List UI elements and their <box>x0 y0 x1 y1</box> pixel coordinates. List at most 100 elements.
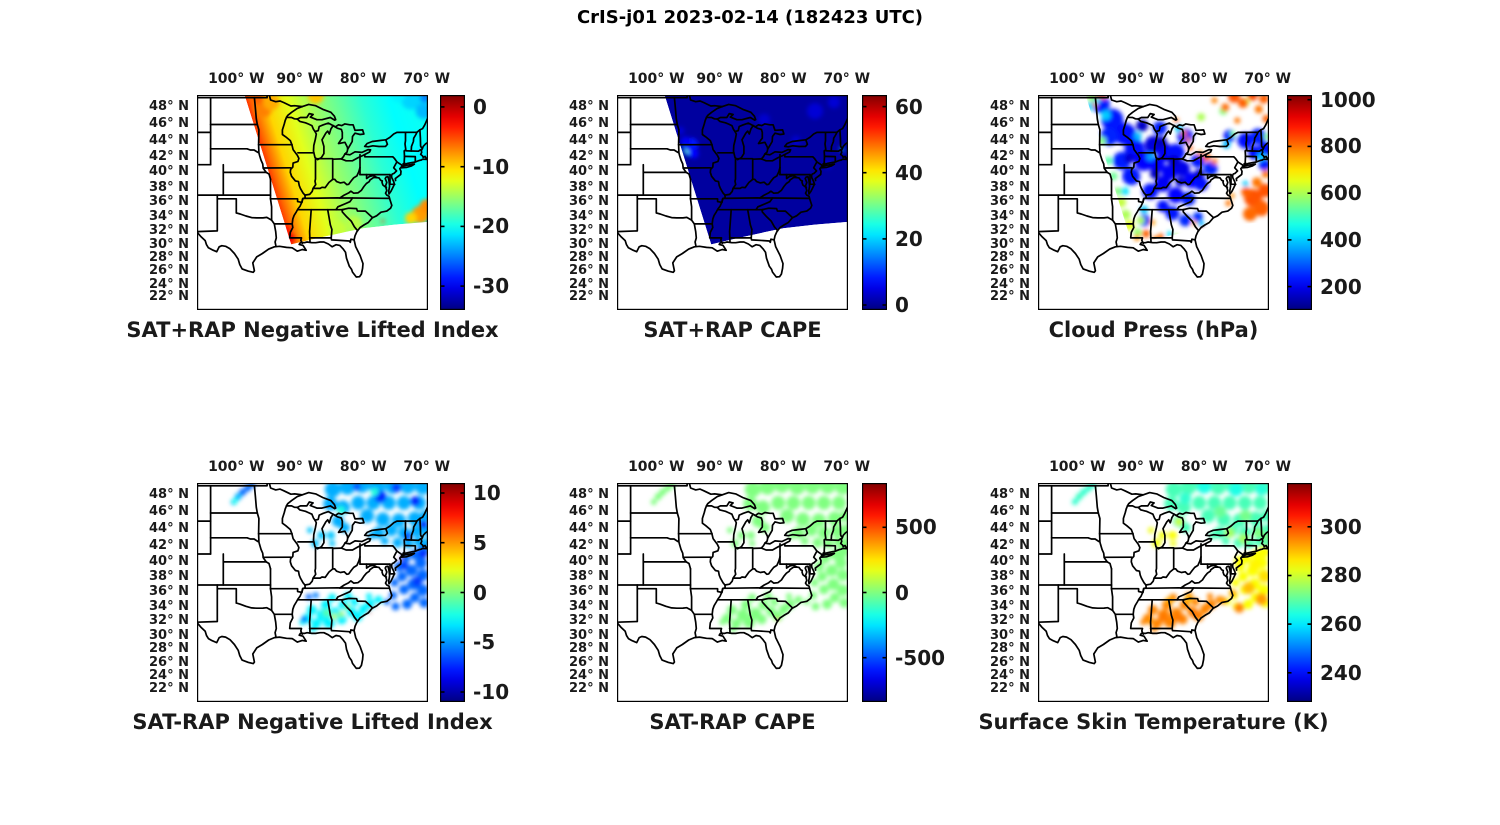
colorbar-tick-label: 0 <box>473 94 487 119</box>
lon-tick-label: 90° W <box>1117 71 1165 87</box>
lat-tick-label: 48° N <box>149 486 189 502</box>
lon-tick-label: 90° W <box>276 459 324 475</box>
map-sat-minus-rap-cape <box>617 483 848 702</box>
lat-tick-label: 32° N <box>990 222 1030 238</box>
lat-tick-label: 34° N <box>990 208 1030 224</box>
lon-tick-label: 100° W <box>1049 71 1106 87</box>
colorbar-tick-label: 0 <box>895 580 909 605</box>
panel-title-sat-minus-rap-cape: SAT-RAP CAPE <box>649 710 816 734</box>
lat-tick-label: 32° N <box>569 222 609 238</box>
lat-tick-label: 38° N <box>149 569 189 585</box>
state-boundaries <box>197 95 428 278</box>
lon-tick-label: 90° W <box>696 459 744 475</box>
colorbar-sat-minus-rap-cape <box>862 483 887 702</box>
figure-title: CrIS-j01 2023-02-14 (182423 UTC) <box>576 7 924 28</box>
lat-tick-label: 26° N <box>569 263 609 279</box>
lon-tick-label: 100° W <box>208 71 265 87</box>
colorbar-tick-label: 200 <box>1320 274 1362 299</box>
lat-tick-label: 22° N <box>569 289 609 305</box>
lon-tick-label: 80° W <box>1180 71 1228 87</box>
colorbar-tick-label: 300 <box>1320 514 1362 539</box>
map-cloud-press <box>1038 95 1269 310</box>
panel-title-sat-minus-rap-nli: SAT-RAP Negative Lifted Index <box>132 710 493 734</box>
lat-tick-label: 24° N <box>149 276 189 292</box>
lon-tick-label: 70° W <box>1244 459 1292 475</box>
lat-tick-label: 42° N <box>149 148 189 164</box>
lat-tick-label: 30° N <box>990 236 1030 252</box>
colorbar-tick-label: -20 <box>473 214 510 239</box>
lat-tick-label: 30° N <box>149 627 189 643</box>
colorbar-tick-label: 10 <box>473 480 501 505</box>
lat-tick-label: 38° N <box>569 179 609 195</box>
colorbar-tick-label: 20 <box>895 226 923 251</box>
lat-tick-label: 24° N <box>569 276 609 292</box>
lat-tick-label: 36° N <box>569 194 609 210</box>
lat-tick-label: 34° N <box>569 208 609 224</box>
lat-tick-label: 44° N <box>569 132 609 148</box>
lon-tick-label: 70° W <box>823 459 871 475</box>
lon-tick-label: 80° W <box>339 71 387 87</box>
colorbar-tick-label: 5 <box>473 530 487 555</box>
lat-tick-label: 22° N <box>149 681 189 697</box>
lat-tick-label: 28° N <box>569 641 609 657</box>
colorbar-tick-label: -30 <box>473 274 510 299</box>
map-sat-minus-rap-nli <box>197 483 428 702</box>
lat-tick-label: 24° N <box>149 668 189 684</box>
lat-tick-label: 46° N <box>569 504 609 520</box>
lat-tick-label: 48° N <box>569 486 609 502</box>
colorbar-cloud-press <box>1287 95 1312 310</box>
lat-tick-label: 32° N <box>990 613 1030 629</box>
panel-title-surface-skin-temperature: Surface Skin Temperature (K) <box>978 710 1329 734</box>
colorbar-tick-label: 240 <box>1320 660 1362 685</box>
colorbar-sat-plus-rap-cape <box>862 95 887 310</box>
state-boundaries <box>197 483 428 670</box>
lon-tick-label: 100° W <box>628 459 685 475</box>
lat-tick-label: 36° N <box>990 194 1030 210</box>
lat-tick-label: 32° N <box>569 613 609 629</box>
lon-tick-label: 100° W <box>1049 459 1106 475</box>
lat-tick-label: 48° N <box>990 486 1030 502</box>
lat-tick-label: 38° N <box>569 569 609 585</box>
lon-tick-label: 70° W <box>403 71 451 87</box>
lon-tick-label: 90° W <box>1117 459 1165 475</box>
lat-tick-label: 40° N <box>569 553 609 569</box>
lon-tick-label: 80° W <box>1180 459 1228 475</box>
lat-tick-label: 42° N <box>569 148 609 164</box>
lat-tick-label: 32° N <box>149 613 189 629</box>
lat-tick-label: 40° N <box>990 553 1030 569</box>
lat-tick-label: 28° N <box>569 250 609 266</box>
lat-tick-label: 46° N <box>990 504 1030 520</box>
lon-tick-label: 70° W <box>403 459 451 475</box>
lat-tick-label: 22° N <box>990 289 1030 305</box>
lat-tick-label: 44° N <box>149 521 189 537</box>
colorbar-tick-label: 1000 <box>1320 87 1376 112</box>
lat-tick-label: 48° N <box>149 98 189 114</box>
lat-tick-label: 24° N <box>990 276 1030 292</box>
colorbar-tick-label: -10 <box>473 154 510 179</box>
lat-tick-label: 22° N <box>149 289 189 305</box>
lon-tick-label: 80° W <box>759 459 807 475</box>
map-sat-plus-rap-nli <box>197 95 428 310</box>
lat-tick-label: 40° N <box>149 553 189 569</box>
lat-tick-label: 48° N <box>569 98 609 114</box>
lat-tick-label: 38° N <box>990 179 1030 195</box>
lat-tick-label: 48° N <box>990 98 1030 114</box>
colorbar-tick-label: 800 <box>1320 134 1362 159</box>
lat-tick-label: 24° N <box>569 668 609 684</box>
lat-tick-label: 28° N <box>990 250 1030 266</box>
state-boundaries <box>617 95 848 278</box>
lat-tick-label: 30° N <box>149 236 189 252</box>
lat-tick-label: 36° N <box>990 584 1030 600</box>
lat-tick-label: 34° N <box>149 208 189 224</box>
lon-tick-label: 70° W <box>823 71 871 87</box>
colorbar-tick-label: 40 <box>895 160 923 185</box>
colorbar-tick-label: 60 <box>895 94 923 119</box>
colorbar-tick-label: 280 <box>1320 563 1362 588</box>
lat-tick-label: 32° N <box>149 222 189 238</box>
lon-tick-label: 100° W <box>628 71 685 87</box>
lat-tick-label: 26° N <box>569 654 609 670</box>
lat-tick-label: 42° N <box>569 537 609 553</box>
lat-tick-label: 30° N <box>569 627 609 643</box>
lat-tick-label: 34° N <box>569 599 609 615</box>
lat-tick-label: 42° N <box>149 537 189 553</box>
